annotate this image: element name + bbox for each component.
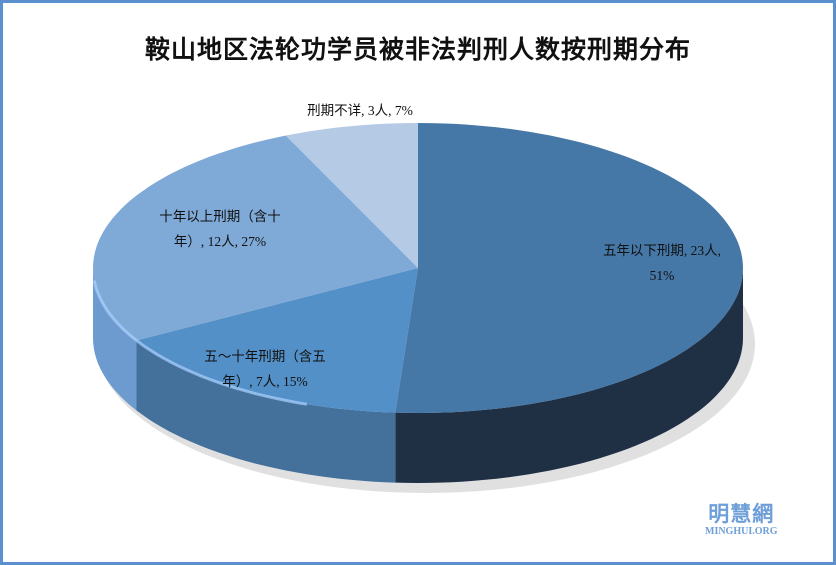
minghui-watermark: 明慧網 MINGHUI.ORG: [705, 498, 778, 537]
pie-side-slice-1: [136, 340, 396, 483]
pie-slice-3: [285, 123, 418, 268]
pie-slice-1: [136, 268, 418, 413]
data-label-slice-3: 刑期不详, 3人, 7%: [270, 98, 450, 123]
pie-side-slice-0: [395, 268, 743, 483]
data-label-line: 年）, 12人, 27%: [173, 234, 267, 249]
data-label-line: 五年以下刑期, 23人,: [602, 243, 722, 258]
data-label-slice-2: 十年以上刑期（含十 年）, 12人, 27%: [135, 204, 305, 254]
data-label-line: 51%: [649, 268, 675, 283]
data-label-line: 刑期不详, 3人, 7%: [307, 103, 413, 118]
data-label-line: 十年以上刑期（含十: [159, 209, 281, 224]
data-label-line: 年）, 7人, 15%: [222, 374, 308, 389]
chart-title: 鞍山地区法轮功学员被非法判刑人数按刑期分布: [144, 35, 691, 64]
watermark-en: MINGHUI.ORG: [705, 526, 778, 537]
pie-side-slice-2: [93, 268, 137, 411]
watermark-cn: 明慧網: [708, 502, 775, 526]
data-label-slice-0: 五年以下刑期, 23人, 51%: [572, 238, 752, 288]
pie-rim-highlight: [92, 280, 308, 406]
data-label-slice-1: 五～十年刑期（含五 年）, 7人, 15%: [180, 344, 350, 394]
pie-slice-0: [395, 123, 743, 413]
data-label-line: 五～十年刑期（含五: [204, 349, 326, 364]
pie-slice-2: [93, 135, 418, 341]
